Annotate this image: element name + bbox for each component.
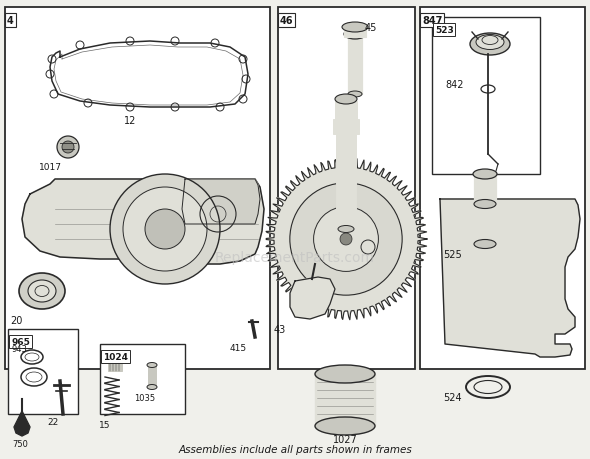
Ellipse shape — [147, 385, 157, 390]
Text: 943: 943 — [12, 345, 28, 354]
Ellipse shape — [474, 240, 496, 249]
Polygon shape — [22, 179, 264, 264]
Text: 965: 965 — [11, 337, 30, 346]
Polygon shape — [440, 200, 580, 357]
Ellipse shape — [335, 95, 357, 105]
Text: 1035: 1035 — [135, 393, 156, 402]
Bar — [8, 329, 78, 414]
Circle shape — [62, 142, 74, 154]
Ellipse shape — [147, 363, 157, 368]
Ellipse shape — [342, 23, 368, 33]
Text: 842: 842 — [445, 80, 464, 90]
Bar — [474, 174, 496, 205]
Circle shape — [314, 207, 378, 272]
Text: 45: 45 — [365, 23, 378, 33]
Text: 750: 750 — [12, 439, 28, 448]
Bar — [432, 18, 540, 174]
Ellipse shape — [348, 92, 362, 98]
Bar — [344, 28, 366, 38]
Text: 22: 22 — [47, 417, 58, 426]
Circle shape — [290, 184, 402, 296]
Text: 415: 415 — [230, 343, 247, 352]
Bar — [348, 35, 362, 95]
Text: 1024: 1024 — [103, 352, 128, 361]
Text: Assemblies include all parts shown in frames: Assemblies include all parts shown in fr… — [178, 444, 412, 454]
Ellipse shape — [473, 170, 497, 179]
Bar — [338, 100, 354, 230]
Text: ReplacementParts.com: ReplacementParts.com — [215, 251, 375, 264]
Ellipse shape — [344, 30, 366, 40]
Text: 4: 4 — [7, 16, 14, 26]
Bar — [336, 134, 356, 230]
Text: 20: 20 — [10, 315, 22, 325]
Circle shape — [123, 188, 207, 271]
Text: 523: 523 — [435, 26, 454, 35]
Ellipse shape — [474, 200, 496, 209]
Ellipse shape — [476, 35, 504, 50]
Text: 12: 12 — [124, 116, 136, 126]
Bar — [420, 8, 585, 369]
Ellipse shape — [19, 274, 65, 309]
Circle shape — [340, 234, 352, 246]
Text: 15: 15 — [99, 420, 111, 429]
Text: 46: 46 — [280, 16, 293, 26]
Polygon shape — [14, 411, 30, 436]
Circle shape — [110, 174, 220, 285]
Text: 43: 43 — [274, 325, 286, 334]
Text: 1027: 1027 — [333, 434, 358, 444]
Ellipse shape — [470, 34, 510, 56]
Text: 525: 525 — [443, 249, 462, 259]
Bar — [148, 365, 156, 387]
Text: 1017: 1017 — [38, 162, 61, 172]
Text: 847: 847 — [422, 16, 442, 26]
Ellipse shape — [315, 365, 375, 383]
Ellipse shape — [338, 226, 354, 233]
Polygon shape — [290, 277, 335, 319]
Polygon shape — [182, 179, 260, 224]
Bar — [333, 120, 359, 134]
Bar — [476, 205, 494, 245]
Bar — [315, 374, 375, 426]
Bar — [100, 344, 185, 414]
Bar — [108, 361, 122, 371]
Bar — [110, 357, 120, 362]
Bar — [5, 8, 270, 369]
Polygon shape — [266, 159, 427, 320]
Bar — [335, 102, 357, 120]
Ellipse shape — [315, 417, 375, 435]
Text: 524: 524 — [443, 392, 461, 402]
Circle shape — [57, 137, 79, 159]
Circle shape — [145, 210, 185, 249]
Bar — [278, 8, 415, 369]
Ellipse shape — [28, 280, 56, 302]
